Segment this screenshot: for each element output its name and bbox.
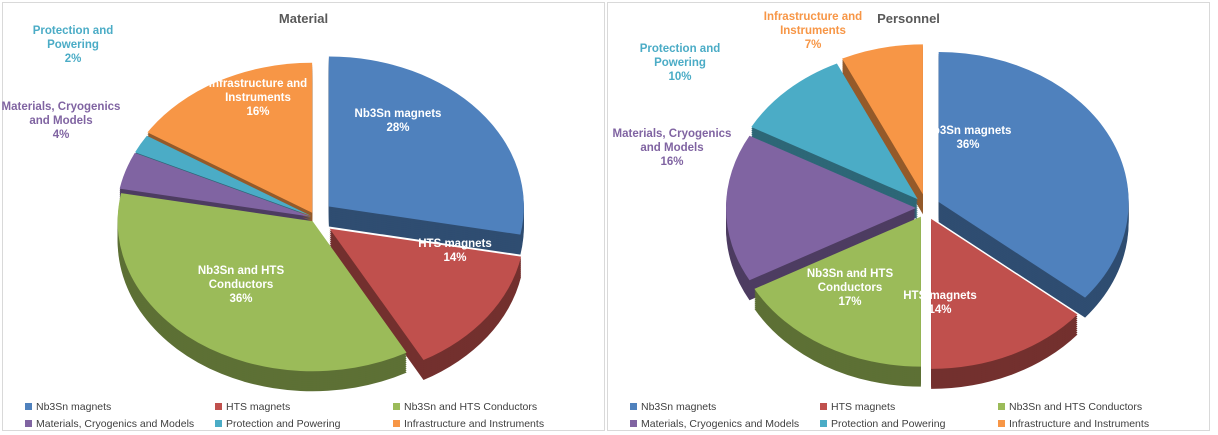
slice-value: 7% (804, 39, 822, 51)
legend-label: Infrastructure and Instruments (1009, 418, 1150, 430)
legend-label: Nb3Sn and HTS Conductors (1009, 401, 1143, 413)
legend-item: Nb3Sn magnets (25, 401, 111, 413)
chart-panel: Personnel Nb3Sn magnets 36% Nb3Sn magnets HT… (607, 2, 1210, 431)
legend-label: HTS magnets (831, 401, 896, 413)
chart-title: Personnel (877, 11, 940, 26)
slice-value: 2% (64, 53, 82, 65)
chart-title: Material (278, 11, 329, 26)
slice (751, 63, 918, 200)
slice-value: 14% (928, 304, 952, 316)
legend-label: Materials, Cryogenics and Models (36, 418, 195, 430)
legend-swatch (25, 403, 32, 410)
slice-value: 4% (52, 129, 70, 141)
legend-item: HTS magnets (820, 401, 895, 413)
slice (117, 193, 407, 372)
slice-label: Materials, Cryogenics and Models 16% (612, 127, 732, 169)
slice-category: Nb3Sn magnets (924, 125, 1012, 137)
legend-swatch (998, 403, 1005, 410)
slice (726, 135, 916, 281)
slice (842, 44, 923, 195)
slice-category: Nb3Sn and HTS Conductors (197, 265, 285, 291)
slice-label: Infrastructure and Instruments 16% (198, 77, 318, 119)
slice-label: Materials, Cryogenics and Models 4% (1, 100, 121, 142)
legend-label: Infrastructure and Instruments (404, 418, 545, 430)
slice-label: Protection and Powering 2% (13, 24, 133, 66)
legend-label: Materials, Cryogenics and Models (641, 418, 800, 430)
chart-panel: Material Nb3Sn magnets 28% Nb3Sn magnets HTS… (2, 2, 605, 431)
slice-category: HTS magnets (903, 290, 977, 302)
slice-value: 36% (956, 139, 980, 151)
slice-category: Protection and Powering (32, 25, 114, 51)
legend-label: Nb3Sn magnets (641, 401, 717, 413)
slice-label: HTS magnets 14% (880, 289, 1000, 317)
slice (328, 56, 524, 235)
slice-value: 16% (246, 106, 270, 118)
slice-value: 10% (668, 71, 692, 83)
legend-swatch (215, 420, 222, 427)
legend-item: Protection and Powering (215, 418, 340, 430)
slice-value: 16% (660, 156, 684, 168)
legend-label: Protection and Powering (831, 418, 946, 430)
legend-item: Materials, Cryogenics and Models (630, 418, 799, 430)
legend-label: Nb3Sn magnets (36, 401, 112, 413)
slice-label: Nb3Sn and HTS Conductors 36% (181, 264, 301, 306)
pie-chart (726, 44, 1129, 389)
slice (754, 216, 921, 367)
slice-label: Nb3Sn magnets 28% (338, 107, 458, 135)
legend-swatch (630, 403, 637, 410)
legend-swatch (215, 403, 222, 410)
legend-item: Nb3Sn and HTS Conductors (393, 401, 537, 413)
legend-swatch (630, 420, 637, 427)
slice (147, 62, 313, 213)
slice-category: Nb3Sn magnets (354, 108, 442, 120)
slice-category: Infrastructure and Instruments (208, 78, 308, 104)
legend-item: HTS magnets (215, 401, 290, 413)
slice (931, 218, 1078, 369)
legend-item: Infrastructure and Instruments (393, 418, 544, 430)
slice-category: HTS magnets (418, 238, 492, 250)
slice-category: Protection and Powering (639, 43, 721, 69)
legend-item: Nb3Sn and HTS Conductors (998, 401, 1142, 413)
slice (938, 52, 1129, 298)
slice-label: Nb3Sn magnets 36% (908, 124, 1028, 152)
legend-swatch (820, 403, 827, 410)
slice-label: Nb3Sn and HTS Conductors 17% (790, 267, 910, 309)
slice-category: Nb3Sn and HTS Conductors (806, 268, 894, 294)
slice-value: 14% (443, 252, 467, 264)
legend-item: Protection and Powering (820, 418, 945, 430)
legend-item: Nb3Sn magnets (630, 401, 716, 413)
slice (135, 135, 312, 217)
legend-item: Materials, Cryogenics and Models (25, 418, 194, 430)
slice (119, 152, 312, 217)
legend-label: Protection and Powering (226, 418, 341, 430)
pie-chart (117, 56, 524, 392)
slice-label: Infrastructure and Instruments 7% (753, 10, 873, 52)
slice-value: 17% (838, 296, 862, 308)
legend-item: Infrastructure and Instruments (998, 418, 1149, 430)
slice-value: 36% (229, 293, 253, 305)
slice-category: Materials, Cryogenics and Models (612, 128, 732, 154)
slice-category: Materials, Cryogenics and Models (1, 101, 121, 127)
legend-swatch (393, 403, 400, 410)
slice-label: Protection and Powering 10% (620, 42, 740, 84)
slice-label: HTS magnets 14% (395, 237, 515, 265)
slice (329, 228, 522, 361)
legend-swatch (998, 420, 1005, 427)
slice-value: 28% (386, 122, 410, 134)
legend-swatch (820, 420, 827, 427)
slice-category: Infrastructure and Instruments (763, 11, 863, 37)
legend-label: Nb3Sn and HTS Conductors (404, 401, 538, 413)
legend-label: HTS magnets (226, 401, 291, 413)
legend-swatch (25, 420, 32, 427)
legend-swatch (393, 420, 400, 427)
